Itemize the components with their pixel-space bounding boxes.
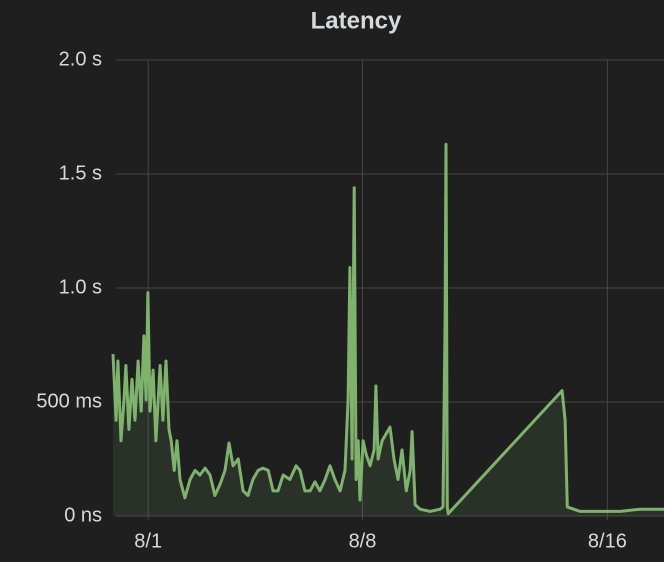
series-line bbox=[111, 142, 664, 516]
x-tick-label: 8/8 bbox=[349, 530, 377, 552]
y-tick-label: 1.0 s bbox=[59, 276, 102, 298]
y-tick-label: 0 ns bbox=[64, 504, 102, 526]
chart-title: Latency bbox=[311, 7, 402, 34]
series-area bbox=[113, 144, 664, 516]
x-tick-label: 8/1 bbox=[134, 530, 162, 552]
x-tick-label: 8/16 bbox=[588, 530, 627, 552]
y-tick-label: 2.0 s bbox=[59, 48, 102, 70]
y-tick-label: 1.5 s bbox=[59, 162, 102, 184]
y-tick-label: 500 ms bbox=[36, 390, 102, 412]
